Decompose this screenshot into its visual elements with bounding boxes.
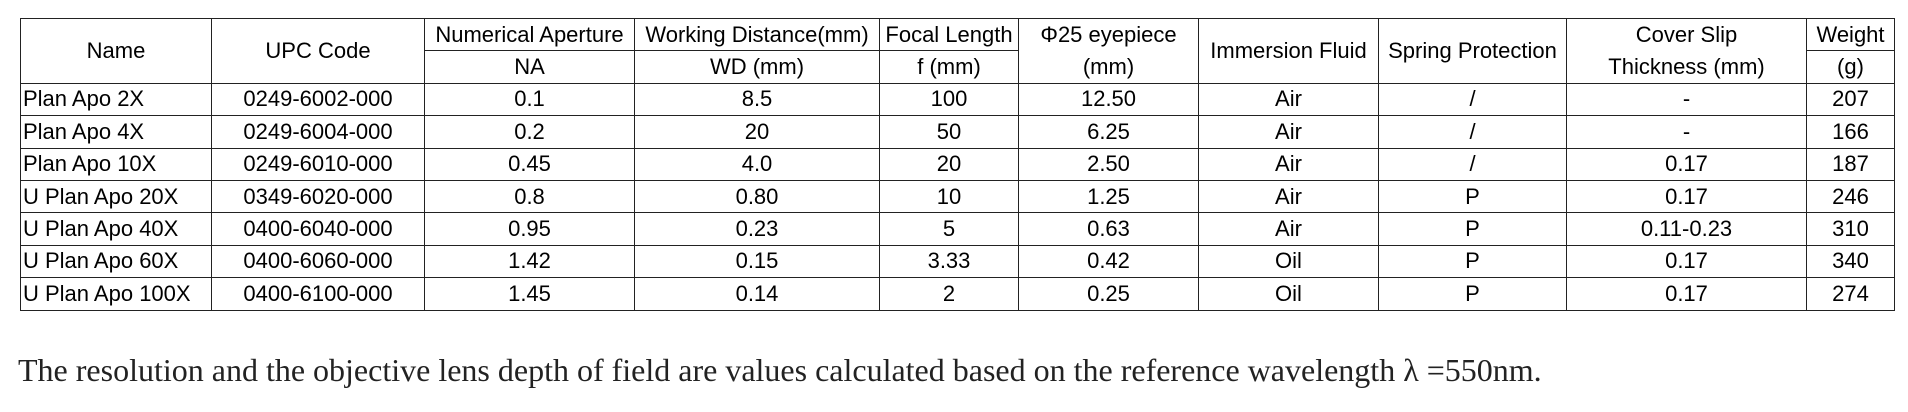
cell-na: 0.8 <box>424 179 635 214</box>
header-upc: UPC Code <box>211 18 425 84</box>
cell-spring: / <box>1378 82 1567 117</box>
table-row: U Plan Apo 20X 0349-6020-000 0.8 0.80 10 1.25… <box>20 179 1895 214</box>
header-cover-top: Cover Slip <box>1566 17 1807 51</box>
header-na-sub: NA <box>424 50 635 84</box>
table-row: Plan Apo 10X 0249-6010-000 0.45 4.0 20 2.50 Ai… <box>20 147 1895 181</box>
header-eyepiece-sub: (mm) <box>1018 50 1199 84</box>
cell-wd: 0.14 <box>634 277 880 311</box>
cell-spring: P <box>1378 179 1567 214</box>
cell-fl: 50 <box>879 115 1019 149</box>
footnote: The resolution and the objective lens de… <box>18 352 1542 388</box>
table-body: Plan Apo 2X 0249-6002-000 0.1 8.5 100 12.50 Ai… <box>20 82 1895 311</box>
table-row: Plan Apo 4X 0249-6004-000 0.2 20 50 6.25 Air / -… <box>20 115 1895 149</box>
header-name: Name <box>20 18 212 84</box>
header-cover-sub: Thickness (mm) <box>1566 50 1807 84</box>
header-wd-sub: WD (mm) <box>634 50 880 84</box>
header-fl-sub: f (mm) <box>879 50 1019 84</box>
cell-wd: 20 <box>634 115 880 149</box>
cell-eye: 6.25 <box>1018 115 1199 149</box>
header-weight-sub: (g) <box>1806 50 1895 84</box>
cell-wd: 4.0 <box>634 147 880 181</box>
cell-na: 1.42 <box>424 244 635 279</box>
header-immersion: Immersion Fluid <box>1198 18 1379 84</box>
cell-weight: 340 <box>1806 244 1895 279</box>
cell-weight: 207 <box>1806 82 1895 117</box>
cell-cover: 0.17 <box>1566 147 1807 181</box>
cell-fl: 2 <box>879 277 1019 311</box>
cell-weight: 187 <box>1806 147 1895 181</box>
cell-spring: P <box>1378 212 1567 246</box>
cell-immersion: Air <box>1198 179 1379 214</box>
table-row: U Plan Apo 100X 0400-6100-000 1.45 0.14 2 0.2… <box>20 277 1895 311</box>
cell-upc: 0400-6100-000 <box>211 277 425 311</box>
cell-name: U Plan Apo 40X <box>20 212 212 246</box>
header-row-sub: NA WD (mm) f (mm) (mm) Thickness (mm) (g… <box>21 50 1895 84</box>
cell-cover: - <box>1566 82 1807 117</box>
cell-name: Plan Apo 4X <box>20 115 212 149</box>
cell-eye: 12.50 <box>1018 82 1199 117</box>
cell-na: 1.45 <box>424 277 635 311</box>
table-row: U Plan Apo 40X 0400-6040-000 0.95 0.23 5 0.63… <box>20 212 1895 246</box>
cell-spring: / <box>1378 147 1567 181</box>
cell-immersion: Air <box>1198 147 1379 181</box>
cell-na: 0.1 <box>424 82 635 117</box>
cell-weight: 166 <box>1806 115 1895 149</box>
header-row-top: Name UPC Code Numerical Aperture Working… <box>20 17 1895 84</box>
cell-upc: 0400-6060-000 <box>211 244 425 279</box>
cell-weight: 274 <box>1806 277 1895 311</box>
cell-upc: 0400-6040-000 <box>211 212 425 246</box>
cell-name: Plan Apo 2X <box>20 82 212 117</box>
cell-immersion: Oil <box>1198 244 1379 279</box>
cell-eye: 0.63 <box>1018 212 1199 246</box>
cell-na: 0.2 <box>424 115 635 149</box>
cell-upc: 0249-6010-000 <box>211 147 425 181</box>
cell-fl: 10 <box>879 179 1019 214</box>
cell-spring: / <box>1378 115 1567 149</box>
cell-wd: 8.5 <box>634 82 880 117</box>
cell-wd: 0.23 <box>634 212 880 246</box>
cell-cover: 0.17 <box>1566 244 1807 279</box>
cell-fl: 20 <box>879 147 1019 181</box>
header-fl-top: Focal Length <box>879 17 1019 51</box>
cell-immersion: Air <box>1198 212 1379 246</box>
cell-fl: 5 <box>879 212 1019 246</box>
cell-weight: 310 <box>1806 212 1895 246</box>
cell-immersion: Oil <box>1198 277 1379 311</box>
cell-cover: 0.17 <box>1566 179 1807 214</box>
cell-weight: 246 <box>1806 179 1895 214</box>
table-row: Plan Apo 2X 0249-6002-000 0.1 8.5 100 12.50 Ai… <box>20 82 1895 117</box>
table-header: Name UPC Code Numerical Aperture Working… <box>20 17 1895 84</box>
header-na-top: Numerical Aperture <box>424 17 635 51</box>
header-eyepiece-top: Φ25 eyepiece <box>1018 17 1199 51</box>
cell-immersion: Air <box>1198 115 1379 149</box>
cell-immersion: Air <box>1198 82 1379 117</box>
cell-fl: 100 <box>879 82 1019 117</box>
table-row: U Plan Apo 60X 0400-6060-000 1.42 0.15 3.33 0… <box>20 244 1895 279</box>
cell-name: Plan Apo 10X <box>20 147 212 181</box>
cell-cover: 0.17 <box>1566 277 1807 311</box>
cell-name: U Plan Apo 20X <box>20 179 212 214</box>
cell-name: U Plan Apo 60X <box>20 244 212 279</box>
cell-na: 0.45 <box>424 147 635 181</box>
objective-spec-table: Name UPC Code Numerical Aperture Working… <box>20 17 1895 311</box>
cell-eye: 0.25 <box>1018 277 1199 311</box>
cell-spring: P <box>1378 244 1567 279</box>
cell-eye: 2.50 <box>1018 147 1199 181</box>
cell-fl: 3.33 <box>879 244 1019 279</box>
cell-cover: - <box>1566 115 1807 149</box>
cell-name: U Plan Apo 100X <box>20 277 212 311</box>
cell-eye: 0.42 <box>1018 244 1199 279</box>
cell-eye: 1.25 <box>1018 179 1199 214</box>
cell-upc: 0349-6020-000 <box>211 179 425 214</box>
header-wd-top: Working Distance(mm) <box>634 17 880 51</box>
cell-spring: P <box>1378 277 1567 311</box>
cell-upc: 0249-6002-000 <box>211 82 425 117</box>
cell-upc: 0249-6004-000 <box>211 115 425 149</box>
cell-na: 0.95 <box>424 212 635 246</box>
cell-wd: 0.15 <box>634 244 880 279</box>
header-weight-top: Weight <box>1806 17 1895 51</box>
header-spring: Spring Protection <box>1378 18 1567 84</box>
cell-wd: 0.80 <box>634 179 880 214</box>
cell-cover: 0.11-0.23 <box>1566 212 1807 246</box>
